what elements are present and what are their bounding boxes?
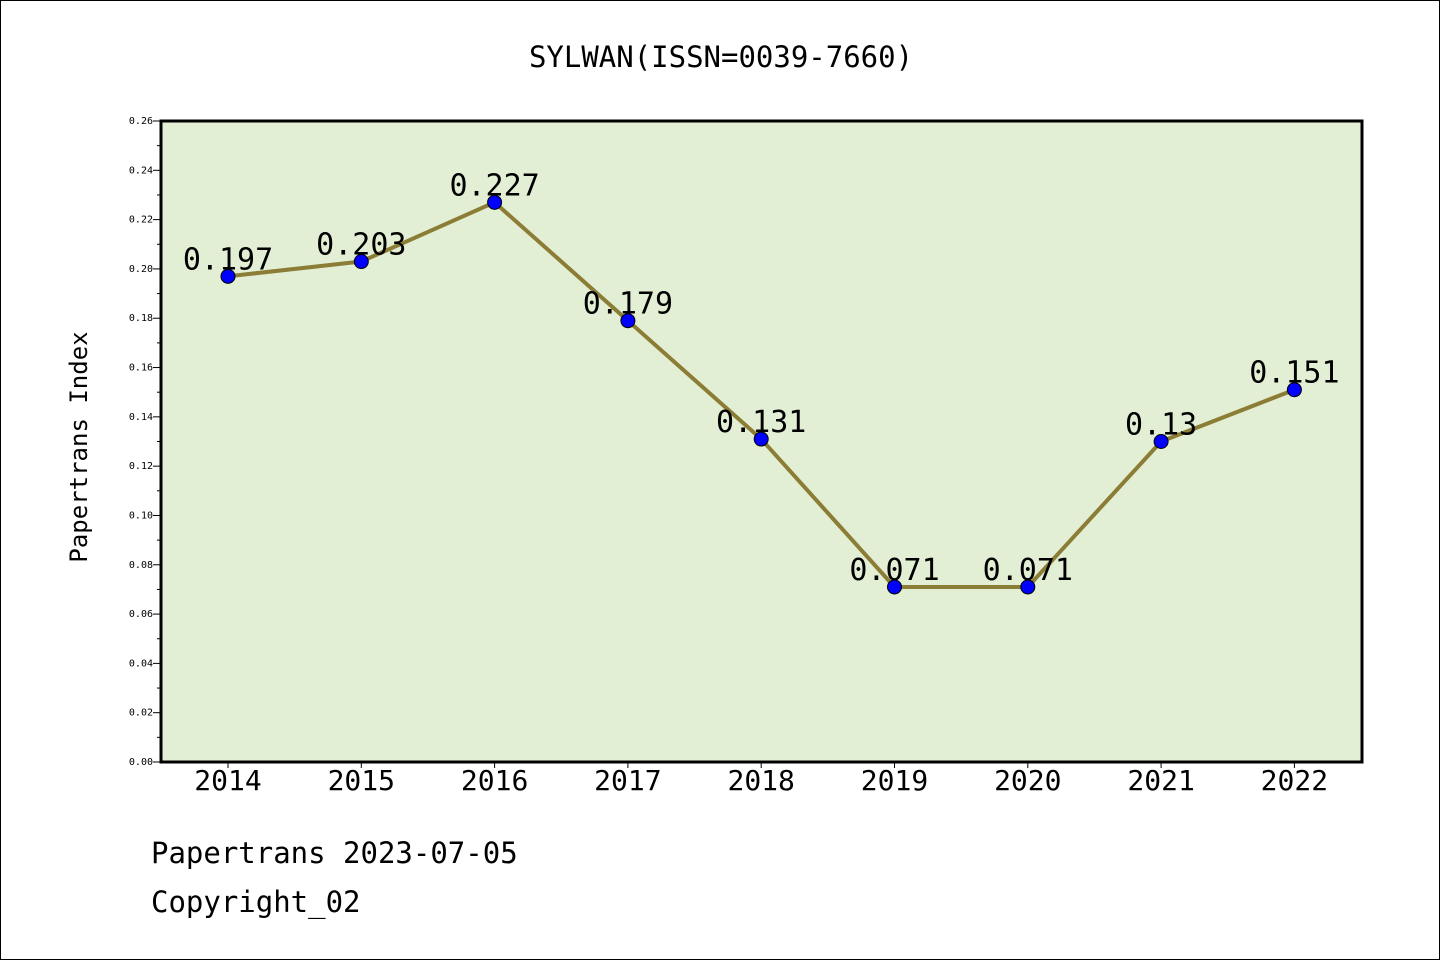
y-tick-label: 0.04 <box>129 658 153 669</box>
data-label: 0.151 <box>1249 356 1339 391</box>
y-tick-label: 0.12 <box>129 461 153 472</box>
data-label: 0.203 <box>316 228 406 263</box>
data-point-marker <box>1153 434 1169 449</box>
y-tick-label: 0.06 <box>129 609 153 620</box>
y-tick-label: 0.26 <box>129 116 153 127</box>
x-tick-label: 2020 <box>994 764 1061 797</box>
source-date-text: Papertrans 2023-07-05 <box>151 836 518 870</box>
y-tick-label: 0.02 <box>129 708 153 719</box>
data-point-marker <box>353 254 369 270</box>
data-label: 0.227 <box>449 168 539 203</box>
y-tick-label: 0.16 <box>129 363 153 374</box>
y-tick-label: 0.24 <box>129 165 153 176</box>
data-label: 0.197 <box>183 242 273 277</box>
y-tick-label: 0.10 <box>129 510 153 521</box>
data-point-marker <box>753 431 769 447</box>
copyright-text: Copyright_02 <box>151 885 361 919</box>
y-tick-label: 0.22 <box>129 215 153 226</box>
x-tick-label: 2018 <box>727 764 794 797</box>
x-tick-label: 2016 <box>461 764 528 797</box>
data-point-marker <box>1286 382 1302 398</box>
y-tick-label: 0.14 <box>129 412 153 423</box>
data-point-marker <box>220 268 236 284</box>
x-tick-label: 2022 <box>1261 764 1328 797</box>
x-tick-label: 2021 <box>1127 764 1194 797</box>
data-point-marker <box>487 194 503 210</box>
y-tick-label: 0.20 <box>129 264 153 275</box>
data-point-marker <box>620 313 636 329</box>
data-label: 0.13 <box>1125 408 1197 443</box>
data-point-marker <box>887 579 902 595</box>
x-tick-label: 2019 <box>861 764 928 797</box>
y-tick-label: 0.00 <box>129 757 153 768</box>
y-axis-label: Papertrans Index <box>65 331 93 562</box>
chart-title: SYLWAN(ISSN=0039-7660) <box>529 40 913 74</box>
data-label: 0.071 <box>849 553 939 588</box>
y-tick-label: 0.18 <box>129 313 153 324</box>
x-tick-label: 2014 <box>194 764 261 797</box>
x-tick-label: 2017 <box>594 764 661 797</box>
y-tick-label: 0.08 <box>129 560 153 571</box>
plot-area: 0.00 0.02 0.04 0.06 0.08 0.10 0.12 0.14 0.16 0.18… <box>129 116 1364 797</box>
data-label: 0.179 <box>583 287 673 322</box>
data-label: 0.071 <box>983 553 1073 588</box>
x-tick-label: 2015 <box>328 764 395 797</box>
data-point-marker <box>1020 579 1036 595</box>
data-label: 0.131 <box>716 405 806 440</box>
